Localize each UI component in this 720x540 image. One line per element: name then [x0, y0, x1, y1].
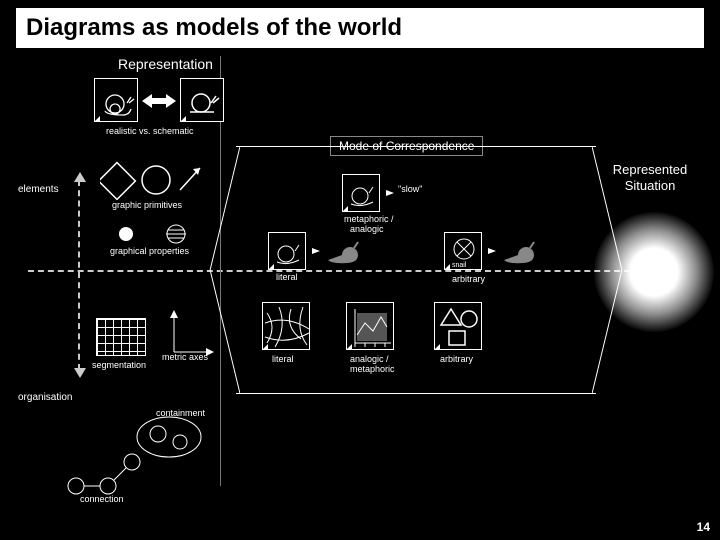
label-literal-bottom: literal [272, 354, 294, 364]
icon-snail-realistic [94, 78, 138, 122]
double-arrow-icon [142, 92, 176, 110]
graphical-properties-icon [110, 222, 200, 246]
icon-snail-schematic [180, 78, 224, 122]
icon-map-literal [262, 302, 310, 350]
page-number: 14 [697, 520, 710, 534]
label-snail-word: snail [452, 262, 466, 269]
label-analogic-l2: metaphoric [350, 364, 395, 374]
icon-snail-metaphoric [342, 174, 380, 212]
label-connection: connection [80, 494, 124, 504]
label-organisation: organisation [18, 392, 72, 403]
label-analogic-l1: analogic / [350, 354, 389, 364]
label-slow: "slow" [398, 184, 422, 194]
label-graphical-properties: graphical properties [110, 246, 189, 256]
icon-snail-literal [268, 232, 306, 270]
label-elements: elements [18, 184, 59, 195]
page-title: Diagrams as models of the world [16, 8, 704, 48]
label-containment: containment [156, 408, 205, 418]
label-segmentation: segmentation [92, 360, 146, 370]
icon-shapes-arbitrary [434, 302, 482, 350]
label-arbitrary-top: arbitrary [452, 274, 485, 284]
segmentation-grid-icon [96, 318, 146, 356]
label-metric-axes: metric axes [162, 352, 208, 362]
connection-icon [62, 450, 152, 500]
header-representation: Representation [118, 56, 213, 72]
label-literal-top: literal [276, 272, 298, 282]
snail-silhouette2-icon [500, 238, 540, 266]
arrow-icon-3 [488, 248, 496, 254]
label-graphic-primitives: graphic primitives [112, 200, 182, 210]
graphic-primitives-icon [100, 160, 210, 200]
label-realistic-vs-schematic: realistic vs. schematic [106, 126, 194, 136]
arrow-icon-1 [386, 190, 394, 196]
vertical-dashed-axis [78, 180, 80, 370]
arrow-icon-2 [312, 248, 320, 254]
label-metaphoric-l2: analogic [350, 224, 384, 234]
label-metaphoric-l1: metaphoric / [344, 214, 394, 224]
label-arbitrary-bottom: arbitrary [440, 354, 473, 364]
icon-chart-analogic [346, 302, 394, 350]
snail-silhouette-icon [324, 238, 364, 266]
diagram-stage: Representation Mode of Correspondence Re… [0, 52, 720, 540]
